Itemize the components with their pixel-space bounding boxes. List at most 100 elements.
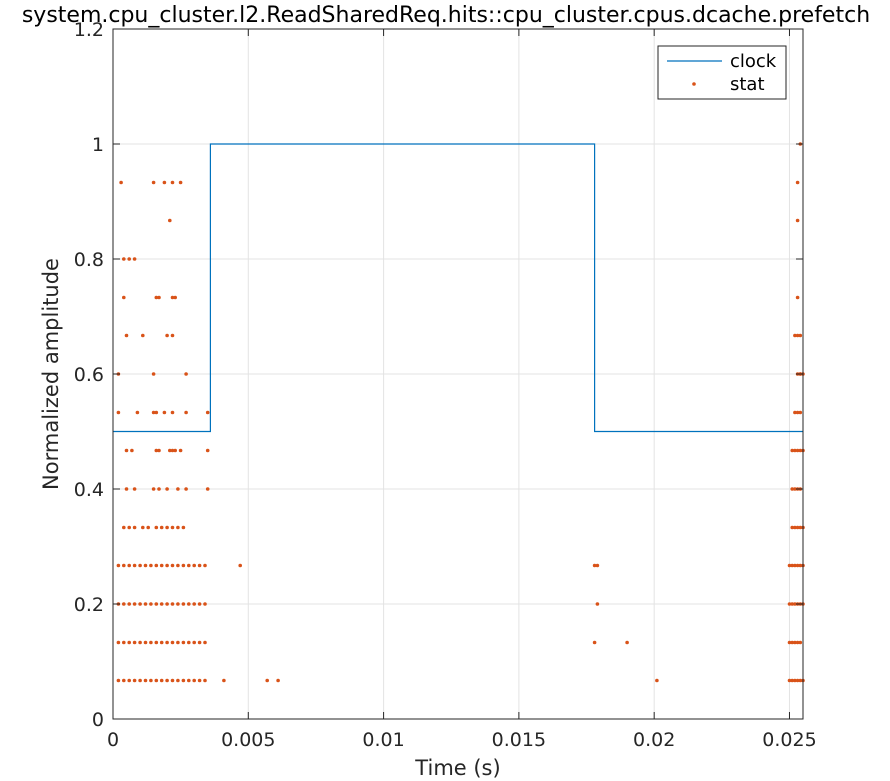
- clock-line: [113, 143, 803, 433]
- stat-point: [197, 602, 202, 606]
- stat-point: [154, 678, 159, 683]
- stat-point: [157, 448, 161, 453]
- legend-stat-swatch: [692, 82, 696, 86]
- y-tick-label: 0.8: [74, 249, 104, 271]
- legend-clock-label: clock: [730, 51, 777, 72]
- stat-point: [143, 563, 148, 568]
- stat-point: [159, 602, 164, 606]
- stat-point: [276, 678, 280, 683]
- stat-point: [154, 448, 159, 453]
- stat-point: [143, 602, 148, 606]
- stat-point: [127, 602, 131, 606]
- stat-point: [793, 602, 797, 606]
- stat-point: [798, 448, 803, 453]
- stat-point: [143, 640, 148, 645]
- stat-point: [181, 678, 186, 683]
- stat-point: [165, 602, 169, 606]
- stat-point: [793, 678, 797, 683]
- stat-point: [157, 295, 161, 300]
- stat-point: [197, 678, 202, 683]
- stat-point: [787, 640, 792, 645]
- stat-point: [170, 410, 175, 415]
- stat-point: [122, 295, 126, 300]
- stat-point: [184, 410, 188, 415]
- stat-point: [787, 602, 792, 606]
- stat-point: [132, 487, 137, 491]
- stat-point: [655, 678, 659, 683]
- stat-point: [149, 563, 153, 568]
- stat-point: [798, 678, 803, 683]
- stat-point: [122, 525, 126, 530]
- stat-point: [176, 602, 180, 606]
- x-tick-label: 0.005: [221, 729, 275, 751]
- stat-point: [149, 602, 153, 606]
- stat-point: [127, 525, 131, 530]
- stat-point: [176, 563, 180, 568]
- y-tick-label: 1: [92, 134, 104, 156]
- stat-point: [798, 640, 803, 645]
- stat-point: [798, 410, 803, 415]
- stat-point: [151, 180, 156, 185]
- stat-point: [181, 525, 186, 530]
- stat-point: [790, 487, 794, 491]
- stat-point: [793, 487, 797, 491]
- stat-point: [173, 295, 177, 300]
- stat-point: [795, 295, 800, 300]
- stat-point: [170, 448, 175, 453]
- stat-point: [170, 180, 175, 185]
- stat-point: [790, 640, 794, 645]
- stat-point: [116, 563, 121, 568]
- stat-point: [170, 525, 175, 530]
- stat-point: [178, 180, 183, 185]
- stat-point: [154, 525, 159, 530]
- stat-point: [165, 525, 169, 530]
- stat-point: [116, 640, 121, 645]
- stat-point: [790, 678, 794, 683]
- y-tick-label: 0.6: [74, 364, 104, 386]
- stat-point: [795, 640, 800, 645]
- stat-point: [138, 602, 142, 606]
- stat-point: [203, 678, 207, 683]
- x-tick-label: 0.02: [633, 729, 675, 751]
- stat-point: [143, 678, 148, 683]
- stat-point: [168, 448, 172, 453]
- legend-box: [657, 45, 787, 100]
- stat-point: [122, 257, 126, 261]
- y-tick-label: 0: [92, 709, 104, 731]
- stat-point: [135, 410, 140, 415]
- stat-point: [119, 180, 123, 185]
- stat-point: [130, 448, 134, 453]
- stat-point: [197, 640, 202, 645]
- stat-point: [184, 487, 188, 491]
- stat-point: [157, 487, 161, 491]
- stat-point: [790, 525, 794, 530]
- stat-point: [798, 563, 803, 568]
- stat-point: [154, 295, 159, 300]
- stat-point: [793, 563, 797, 568]
- stat-point: [132, 602, 137, 606]
- stat-point: [124, 448, 129, 453]
- stat-point: [173, 448, 177, 453]
- stat-point: [122, 602, 126, 606]
- stat-point: [151, 487, 156, 491]
- stat-point: [149, 678, 153, 683]
- stat-point: [795, 410, 800, 415]
- stat-point: [146, 525, 150, 530]
- legend: clock stat: [657, 45, 787, 100]
- stat-point: [170, 563, 175, 568]
- stat-point: [154, 640, 159, 645]
- clock-series: [113, 143, 803, 433]
- stat-point: [187, 678, 191, 683]
- y-axis-label: Normalized amplitude: [39, 258, 63, 490]
- stat-point: [178, 448, 183, 453]
- stat-point: [159, 678, 164, 683]
- chart-title: system.cpu_cluster.l2.ReadSharedReq.hits…: [22, 3, 870, 28]
- stat-point: [205, 410, 210, 415]
- stat-point: [203, 563, 207, 568]
- stat-point: [159, 563, 164, 568]
- stat-point: [790, 563, 794, 568]
- stat-point: [159, 525, 164, 530]
- stat-point: [154, 602, 159, 606]
- stat-point: [165, 563, 169, 568]
